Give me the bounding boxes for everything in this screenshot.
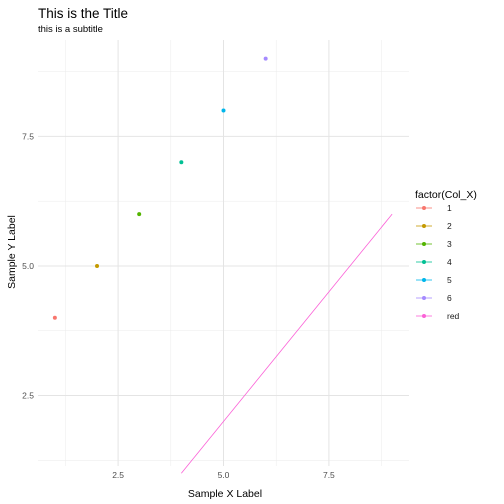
chart-title: This is the Title — [38, 6, 128, 21]
chart-subtitle: this is a subtitle — [38, 24, 103, 35]
legend-label: 2 — [447, 221, 452, 231]
y-tick-label: 2.5 — [22, 391, 34, 401]
legend-key-point — [422, 242, 426, 246]
data-point-5 — [221, 108, 226, 113]
y-tick-label: 5.0 — [22, 261, 34, 271]
legend-label: 3 — [447, 239, 452, 249]
data-point-1 — [52, 315, 57, 320]
legend-label: 5 — [447, 275, 452, 285]
x-tick-label: 2.5 — [112, 470, 124, 480]
data-point-4 — [179, 160, 184, 165]
legend-key-point — [422, 260, 426, 264]
legend-title: factor(Col_X) — [415, 189, 477, 201]
legend-label: red — [447, 311, 460, 321]
data-point-2 — [95, 263, 100, 268]
series-line-red — [181, 213, 393, 474]
y-axis-label: Sample Y Label — [6, 215, 18, 289]
legend-key-point — [422, 296, 426, 300]
data-point-3 — [137, 212, 142, 217]
x-tick-label: 7.5 — [323, 470, 335, 480]
legend: factor(Col_X) 1 2 3 4 5 6 red — [415, 189, 477, 321]
legend-key-point — [422, 224, 426, 228]
x-tick-label: 5.0 — [218, 470, 230, 480]
legend-key-point — [422, 278, 426, 282]
legend-label: 6 — [447, 293, 452, 303]
data-point-6 — [263, 56, 268, 61]
legend-label: 1 — [447, 203, 452, 213]
legend-key-point — [422, 206, 426, 210]
x-axis-label: Sample X Label — [188, 488, 262, 500]
legend-label: 4 — [447, 257, 452, 267]
y-tick-label: 7.5 — [22, 131, 34, 141]
plot-area: 2.5 5.0 7.5 2.5 5.0 7.5 — [22, 40, 409, 480]
legend-key-point — [422, 314, 426, 318]
